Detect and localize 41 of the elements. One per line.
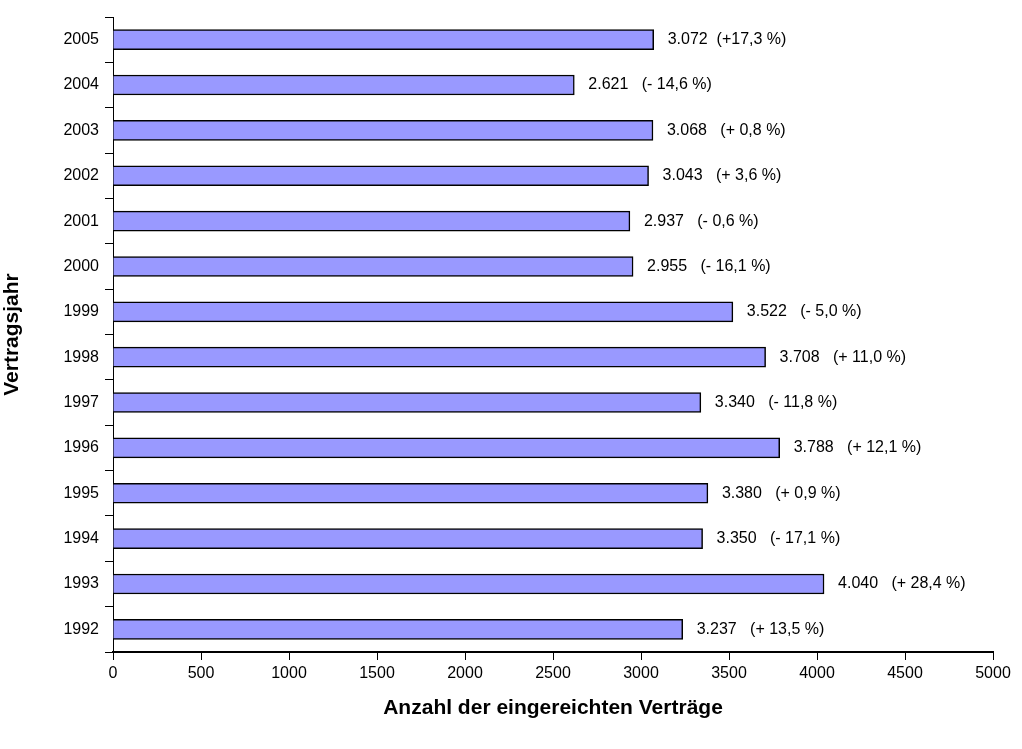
y-tick-label: 2003 — [63, 120, 100, 138]
y-tick-label: 2000 — [63, 256, 100, 274]
data-label: 3.068 (+ 0,8 %) — [666, 120, 786, 138]
data-label: 3.072 (+17,3 %) — [667, 30, 787, 48]
y-tick-label: 1998 — [63, 347, 100, 365]
data-label: 3.237 (+ 13,5 %) — [696, 619, 825, 637]
data-label: 2.937 (- 0,6 %) — [643, 211, 759, 229]
data-label: 3.340 (- 11,8 %) — [714, 392, 838, 410]
y-tick-label: 1999 — [63, 302, 100, 320]
y-tick-label: 1992 — [63, 619, 100, 637]
x-tick-label: 500 — [187, 664, 215, 682]
data-label: 2.621 (- 14,6 %) — [588, 75, 712, 93]
data-label: 3.350 (- 17,1 %) — [716, 529, 841, 547]
data-label: 3.708 (+ 11,0 %) — [779, 347, 907, 365]
y-tick-label: 1993 — [63, 574, 100, 592]
y-tick-label: 2004 — [63, 75, 100, 93]
x-tick-label: 3000 — [623, 664, 659, 682]
x-tick-label: 4000 — [799, 664, 835, 682]
data-label: 3.522 (- 5,0 %) — [746, 302, 862, 320]
y-axis-title: Vertragsjahr — [0, 273, 23, 396]
x-tick-label: 2000 — [447, 664, 483, 682]
data-label: 3.380 (+ 0,9 %) — [721, 483, 841, 501]
y-tick-label: 1994 — [63, 529, 100, 547]
y-tick-label: 2002 — [63, 166, 100, 184]
x-tick-label: 3500 — [711, 664, 747, 682]
x-axis-title: Anzahl der eingereichten Verträge — [383, 695, 723, 719]
y-tick-label: 1997 — [63, 392, 100, 410]
x-tick-label: 0 — [108, 664, 118, 682]
x-tick-label: 1000 — [271, 664, 307, 682]
y-tick-label: 1996 — [63, 438, 100, 456]
y-tick-label: 2001 — [63, 211, 100, 229]
x-tick-label: 5000 — [975, 664, 1011, 682]
data-label: 3.788 (+ 12,1 %) — [793, 438, 922, 456]
y-tick-label: 1995 — [63, 483, 100, 501]
y-tick-label: 2005 — [63, 30, 100, 48]
x-tick-label: 2500 — [535, 664, 571, 682]
x-tick-label: 4500 — [887, 664, 923, 682]
data-label: 2.955 (- 16,1 %) — [647, 256, 771, 274]
data-label: 3.043 (+ 3,6 %) — [662, 166, 782, 184]
data-label: 4.040 (+ 28,4 %) — [838, 574, 966, 592]
x-tick-label: 1500 — [359, 664, 395, 682]
